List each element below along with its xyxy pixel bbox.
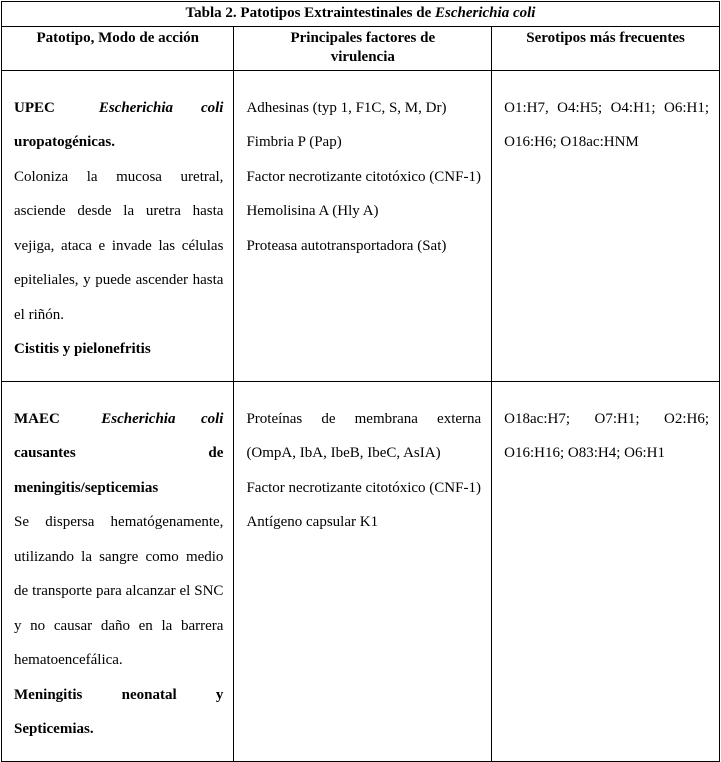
pathotypes-table: Tabla 2. Patotipos Extraintestinales de … [1, 1, 720, 762]
title-text-italic: Escherichia coli [435, 5, 535, 21]
cell-virulence: Proteínas de membrana externa (OmpA, IbA… [234, 381, 492, 761]
disease: Meningitis neonatal y Septicemias. [14, 678, 223, 747]
species-name: Escherichia coli [99, 100, 224, 116]
cell-virulence: Adhesinas (typ 1, F1C, S, M, Dr) Fimbria… [234, 70, 492, 381]
header-row: Patotipo, Modo de acción Principales fac… [2, 26, 720, 70]
serotypes: O1:H7, O4:H5; O4:H1; O6:H1; O16:H6; O18a… [504, 91, 709, 160]
cell-serotypes: O1:H7, O4:H5; O4:H1; O6:H1; O16:H6; O18a… [492, 70, 720, 381]
header-col1: Patotipo, Modo de acción [2, 26, 234, 70]
cell-pathotype: UPEC Escherichia coli uropatogénicas. Co… [2, 70, 234, 381]
header-col2-line2: virulencia [331, 49, 395, 65]
vf-line: Factor necrotizante citotóxico (CNF-1) [246, 160, 481, 195]
pathotype-suffix: causantes de meningitis/septicemias [14, 436, 223, 505]
vf-line: Factor necrotizante citotóxico (CNF-1) [246, 471, 481, 506]
disease: Cistitis y pielonefritis [14, 332, 223, 367]
vf-line: Hemolisina A (Hly A) [246, 194, 481, 229]
vf-line: Adhesinas (typ 1, F1C, S, M, Dr) [246, 91, 481, 126]
vf-line: Proteínas de membrana externa (OmpA, IbA… [246, 402, 481, 471]
cell-serotypes: O18ac:H7; O7:H1; O2:H6; O16:H16; O83:H4;… [492, 381, 720, 761]
page: Tabla 2. Patotipos Extraintestinales de … [0, 0, 721, 762]
abbr: UPEC [14, 100, 55, 116]
mode-of-action: Coloniza la mucosa uretral, asciende des… [14, 160, 223, 333]
title-text-plain: Tabla 2. Patotipos Extraintestinales de [186, 5, 435, 21]
vf-line: Antígeno capsular K1 [246, 505, 481, 540]
table-row: UPEC Escherichia coli uropatogénicas. Co… [2, 70, 720, 381]
mode-of-action: Se dispersa hematógenamente, utilizando … [14, 505, 223, 678]
pathotype-suffix: uropatogénicas. [14, 125, 223, 160]
header-col3: Serotipos más frecuentes [492, 26, 720, 70]
serotypes: O18ac:H7; O7:H1; O2:H6; O16:H16; O83:H4;… [504, 402, 709, 471]
cell-pathotype: MAEC Escherichia coli causantes de menin… [2, 381, 234, 761]
title-row: Tabla 2. Patotipos Extraintestinales de … [2, 2, 720, 27]
vf-line: Proteasa autotransportadora (Sat) [246, 229, 481, 264]
header-col2: Principales factores de virulencia [234, 26, 492, 70]
table-title: Tabla 2. Patotipos Extraintestinales de … [2, 2, 720, 27]
species-name: Escherichia coli [101, 411, 223, 427]
vf-line: Fimbria P (Pap) [246, 125, 481, 160]
header-col2-line1: Principales factores de [290, 30, 435, 46]
table-row: MAEC Escherichia coli causantes de menin… [2, 381, 720, 761]
abbr: MAEC [14, 411, 60, 427]
